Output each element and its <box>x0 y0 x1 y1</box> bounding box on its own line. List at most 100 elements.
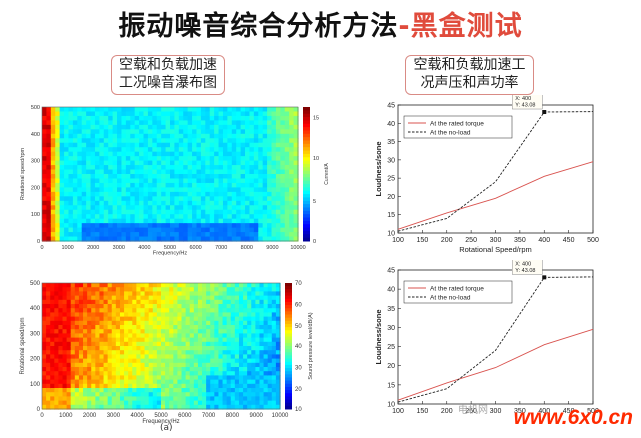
x-tick-label: 4000 <box>131 413 145 419</box>
x-tick-label: 0 <box>40 245 43 251</box>
x-tick-label: 450 <box>563 408 575 415</box>
legend: At the rated torque At the no-load <box>403 280 513 304</box>
spl-label-line1: 空载和负载加速工 <box>413 57 526 73</box>
x-tick-label: 100 <box>392 237 404 244</box>
y-tick-label: 200 <box>31 185 40 191</box>
x-tick-label: 5000 <box>154 413 168 419</box>
figure-caption: (a) <box>160 423 173 433</box>
colorbar-tick-label: 5 <box>313 199 316 205</box>
page-title: 振动噪音综合分析方法-黑盒测试 <box>0 4 641 43</box>
y-axis-label: Rotational speed/rpm <box>20 147 26 200</box>
x-tick-label: 500 <box>587 408 599 415</box>
tooltip-x: X: 400 <box>515 261 531 267</box>
spl-label: 空载和负载加速工 况声压和声功率 <box>405 55 534 95</box>
heatmap-frame <box>41 106 299 242</box>
legend: At the rated torque At the no-load <box>403 115 513 139</box>
heatmap-cells <box>42 283 281 410</box>
y-tick-label: 10 <box>387 402 395 409</box>
y-tick-label: 0 <box>37 239 40 245</box>
colorbar-tick-label: 50 <box>295 324 302 330</box>
title-main: 振动噪音综合分析方法 <box>118 11 399 42</box>
heatmap-cells <box>42 107 299 242</box>
y-tick-label: 40 <box>387 121 395 128</box>
y-tick-label: 15 <box>387 382 395 389</box>
series-no-load-line <box>397 111 594 232</box>
y-tick-label: 40 <box>387 287 395 294</box>
tooltip-y: Y: 43.08 <box>515 103 535 109</box>
colorbar-tick-label: 60 <box>295 302 302 308</box>
waterfall-heatmap-current: 0 1000 2000 3000 4000 5000 6000 7000 8000 9000 100… <box>20 105 328 257</box>
x-tick-label: 350 <box>514 237 526 244</box>
x-tick-label: 3000 <box>107 413 121 419</box>
x-tick-label: 7000 <box>215 245 227 251</box>
y-axis-label: Rotational speed/rpm <box>20 317 26 374</box>
x-tick-label: 450 <box>563 237 575 244</box>
waterfall-label: 空载和负载加速 工况噪音瀑布图 <box>111 55 225 95</box>
x-tick-label: 300 <box>490 237 502 244</box>
y-tick-label: 30 <box>387 325 395 332</box>
y-tick-label: 400 <box>31 132 40 138</box>
x-tick-label: 6000 <box>178 413 192 419</box>
x-tick-label: 350 <box>514 408 526 415</box>
x-tick-label: 400 <box>538 408 550 415</box>
y-axis-label: Loudness/sone <box>374 309 383 364</box>
waterfall-label-line2: 工况噪音瀑布图 <box>119 75 217 91</box>
colorbar-tick-label: 15 <box>313 116 319 122</box>
y-tick-label: 15 <box>387 212 395 219</box>
title-accent: 黑盒测试 <box>410 11 523 42</box>
y-tick-label: 100 <box>30 382 41 388</box>
x-tick-label: 400 <box>538 237 550 244</box>
y-tick-label: 45 <box>387 268 395 275</box>
x-tick-label: 1000 <box>61 245 73 251</box>
x-tick-label: 8000 <box>241 245 253 251</box>
y-tick-label: 35 <box>387 306 395 313</box>
y-tick-label: 0 <box>37 407 41 413</box>
x-tick-label: 250 <box>465 408 477 415</box>
colorbar-tick-label: 10 <box>295 407 302 413</box>
x-tick-label: 250 <box>465 237 477 244</box>
loudness-chart-top: 100 150 200 250 300 350 400 450 500 10 15 20 25 30 35 4… <box>374 95 599 254</box>
legend-box <box>403 280 513 304</box>
waterfall-label-line1: 空载和负载加速 <box>119 57 217 73</box>
y-tick-label: 10 <box>387 231 395 238</box>
colorbar <box>285 283 292 410</box>
colorbar-tick-label: 40 <box>295 344 302 350</box>
x-tick-label: 300 <box>490 408 502 415</box>
watermark: www.6x0.cn <box>513 406 633 429</box>
loudness-chart-bottom: 100 150 200 250 300 350 400 450 500 10 15 20 25 30 35 4… <box>374 260 599 415</box>
x-tick-label: 9000 <box>266 245 278 251</box>
y-tick-label: 35 <box>387 139 395 146</box>
legend-label: At the no-load <box>430 295 471 302</box>
legend-label: At the rated torque <box>430 286 484 293</box>
y-tick-label: 45 <box>387 103 395 110</box>
colorbar <box>303 107 310 242</box>
y-tick-label: 300 <box>30 331 41 337</box>
x-tick-label: 1000 <box>59 413 73 419</box>
x-tick-label: 500 <box>587 237 599 244</box>
y-tick-label: 20 <box>387 363 395 370</box>
x-tick-label: 5000 <box>164 245 176 251</box>
x-axis-label: Frequency/Hz <box>142 419 179 425</box>
x-tick-label: 9000 <box>250 413 264 419</box>
tooltip-box <box>512 95 543 110</box>
y-tick-label: 500 <box>30 281 41 287</box>
x-tick-label: 8000 <box>226 413 240 419</box>
x-tick-label: 7000 <box>202 413 216 419</box>
series-rated-torque-line <box>397 161 594 230</box>
tooltip-x: X: 400 <box>515 96 531 102</box>
y-tick-label: 100 <box>31 212 40 218</box>
x-tick-label: 10000 <box>290 245 305 251</box>
x-tick-label: 200 <box>441 237 453 244</box>
heatmap-frame <box>41 282 281 410</box>
y-tick-label: 400 <box>30 306 41 312</box>
data-cursor-marker <box>542 275 547 280</box>
x-tick-label: 200 <box>441 408 453 415</box>
x-tick-label: 2000 <box>83 413 97 419</box>
y-tick-label: 25 <box>387 344 395 351</box>
y-axis-label: Loudness/sone <box>374 141 383 196</box>
x-tick-label: 0 <box>40 413 44 419</box>
x-axis-label: Rotational Speed/rpm <box>459 245 532 254</box>
colorbar-tick-label: 30 <box>295 365 302 371</box>
